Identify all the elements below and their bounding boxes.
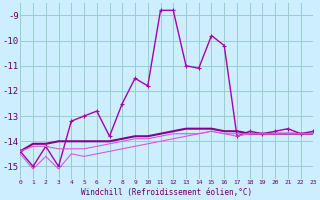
X-axis label: Windchill (Refroidissement éolien,°C): Windchill (Refroidissement éolien,°C)	[81, 188, 252, 197]
